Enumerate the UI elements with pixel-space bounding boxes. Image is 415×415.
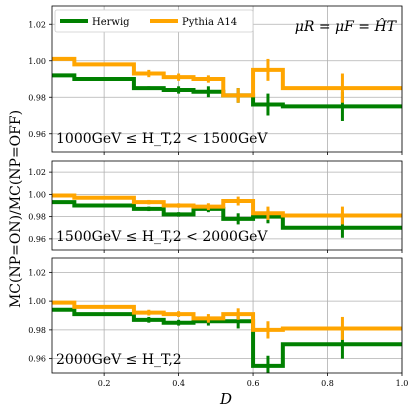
panel-label: 2000GeV ≤ H_T,2 <box>56 352 182 368</box>
panel-label: 1000GeV ≤ H_T,2 < 1500GeV <box>56 131 268 147</box>
y-axis-label: MC(NP=ON)/MC(NP=OFF) <box>8 110 24 308</box>
legend: Herwig Pythia A14 <box>54 9 254 33</box>
panel-series-group <box>52 56 402 121</box>
y-tick-label: 1.02 <box>28 268 46 277</box>
legend-label: Pythia A14 <box>182 17 237 28</box>
y-tick-label: 1.00 <box>28 190 46 199</box>
x-axis-label: D <box>219 390 232 408</box>
y-tick-label: 0.96 <box>28 355 46 364</box>
scale-annotation: μR = μF = ĤT <box>295 17 398 35</box>
panel-frame <box>51 257 403 374</box>
y-tick-label: 1.02 <box>28 168 46 177</box>
panel-label: 1500GeV ≤ H_T,2 < 2000GeV <box>56 229 268 245</box>
y-tick-label: 1.02 <box>28 20 46 29</box>
panels-container: 0.96 0.98 1.00 1.02 1000GeV ≤ H_T,2 < 1500Ge… <box>28 5 409 388</box>
legend-label: Herwig <box>92 17 130 28</box>
x-tick-label: 0.2 <box>98 379 111 388</box>
y-tick-label: 0.98 <box>28 213 46 222</box>
panel-1: 0.96 0.98 1.00 1.02 1000GeV ≤ H_T,2 < 1500Ge… <box>28 5 403 155</box>
panel-series-group <box>52 300 402 373</box>
x-tick-label: 0.4 <box>172 379 185 388</box>
series-line-herwig <box>52 307 402 368</box>
panel-2: 0.96 0.98 1.00 1.02 1500GeV ≤ H_T,2 < 2000Ge… <box>28 160 403 253</box>
panel-frame <box>51 5 403 153</box>
y-tick-label: 0.98 <box>28 326 46 335</box>
panel-frame <box>51 160 403 251</box>
panel-series-group <box>52 193 402 238</box>
x-tick-label: 0.6 <box>247 379 260 388</box>
y-tick-label: 0.98 <box>28 93 46 102</box>
y-tick-label: 0.96 <box>28 130 46 139</box>
y-tick-label: 1.00 <box>28 297 46 306</box>
x-tick-label: 0.8 <box>321 379 334 388</box>
y-tick-label: 0.96 <box>28 235 46 244</box>
x-tick-label: 1.0 <box>396 379 409 388</box>
y-tick-label: 1.00 <box>28 57 46 66</box>
panel-3: 0.96 0.98 1.00 1.02 0.2 0.4 0.6 0.8 1.0 2000GeV ≤… <box>28 257 409 388</box>
